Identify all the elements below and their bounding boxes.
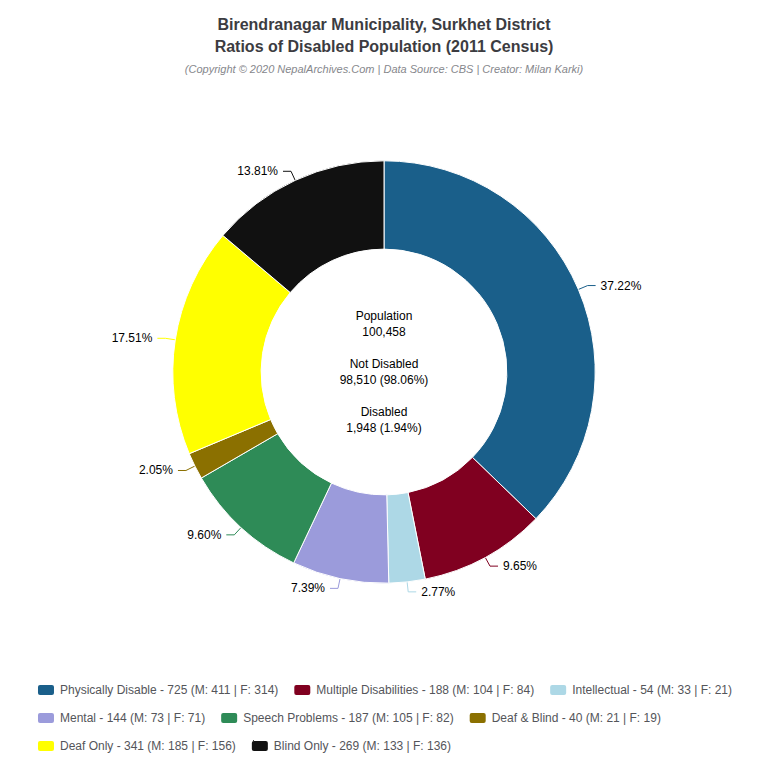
svg-text:2.05%: 2.05% [139, 463, 173, 477]
svg-text:13.81%: 13.81% [237, 164, 278, 178]
svg-text:1,948 (1.94%): 1,948 (1.94%) [346, 421, 421, 435]
svg-text:Birendranagar Municipality, Su: Birendranagar Municipality, Surkhet Dist… [217, 16, 551, 33]
svg-text:2.77%: 2.77% [421, 585, 455, 599]
svg-text:9.65%: 9.65% [503, 559, 537, 573]
svg-text:7.39%: 7.39% [291, 581, 325, 595]
svg-text:Deaf Only - 341 (M: 185 | F: 1: Deaf Only - 341 (M: 185 | F: 156) [60, 739, 236, 753]
svg-text:17.51%: 17.51% [112, 331, 153, 345]
svg-text:Not Disabled: Not Disabled [350, 357, 419, 371]
svg-text:Deaf & Blind - 40 (M: 21 | F:: Deaf & Blind - 40 (M: 21 | F: 19) [492, 711, 661, 725]
svg-text:Ratios of Disabled Population: Ratios of Disabled Population (2011 Cens… [215, 38, 554, 55]
svg-text:Multiple Disabilities - 188 (M: Multiple Disabilities - 188 (M: 104 | F:… [316, 683, 534, 697]
svg-text:Mental - 144 (M: 73 | F: 71): Mental - 144 (M: 73 | F: 71) [60, 711, 205, 725]
svg-text:(Copyright © 2020 NepalArchive: (Copyright © 2020 NepalArchives.Com | Da… [185, 63, 584, 75]
svg-text:Blind Only - 269 (M: 133 | F:: Blind Only - 269 (M: 133 | F: 136) [274, 739, 451, 753]
svg-text:98,510 (98.06%): 98,510 (98.06%) [340, 373, 429, 387]
svg-text:37.22%: 37.22% [601, 279, 642, 293]
svg-text:9.60%: 9.60% [187, 528, 221, 542]
svg-text:Disabled: Disabled [361, 405, 408, 419]
svg-text:Physically Disable - 725 (M: 4: Physically Disable - 725 (M: 411 | F: 31… [60, 683, 278, 697]
svg-text:Population: Population [356, 309, 413, 323]
svg-text:Intellectual - 54 (M: 33 | F:: Intellectual - 54 (M: 33 | F: 21) [572, 683, 732, 697]
svg-text:Speech Problems - 187 (M: 105: Speech Problems - 187 (M: 105 | F: 82) [243, 711, 454, 725]
svg-text:100,458: 100,458 [362, 325, 406, 339]
